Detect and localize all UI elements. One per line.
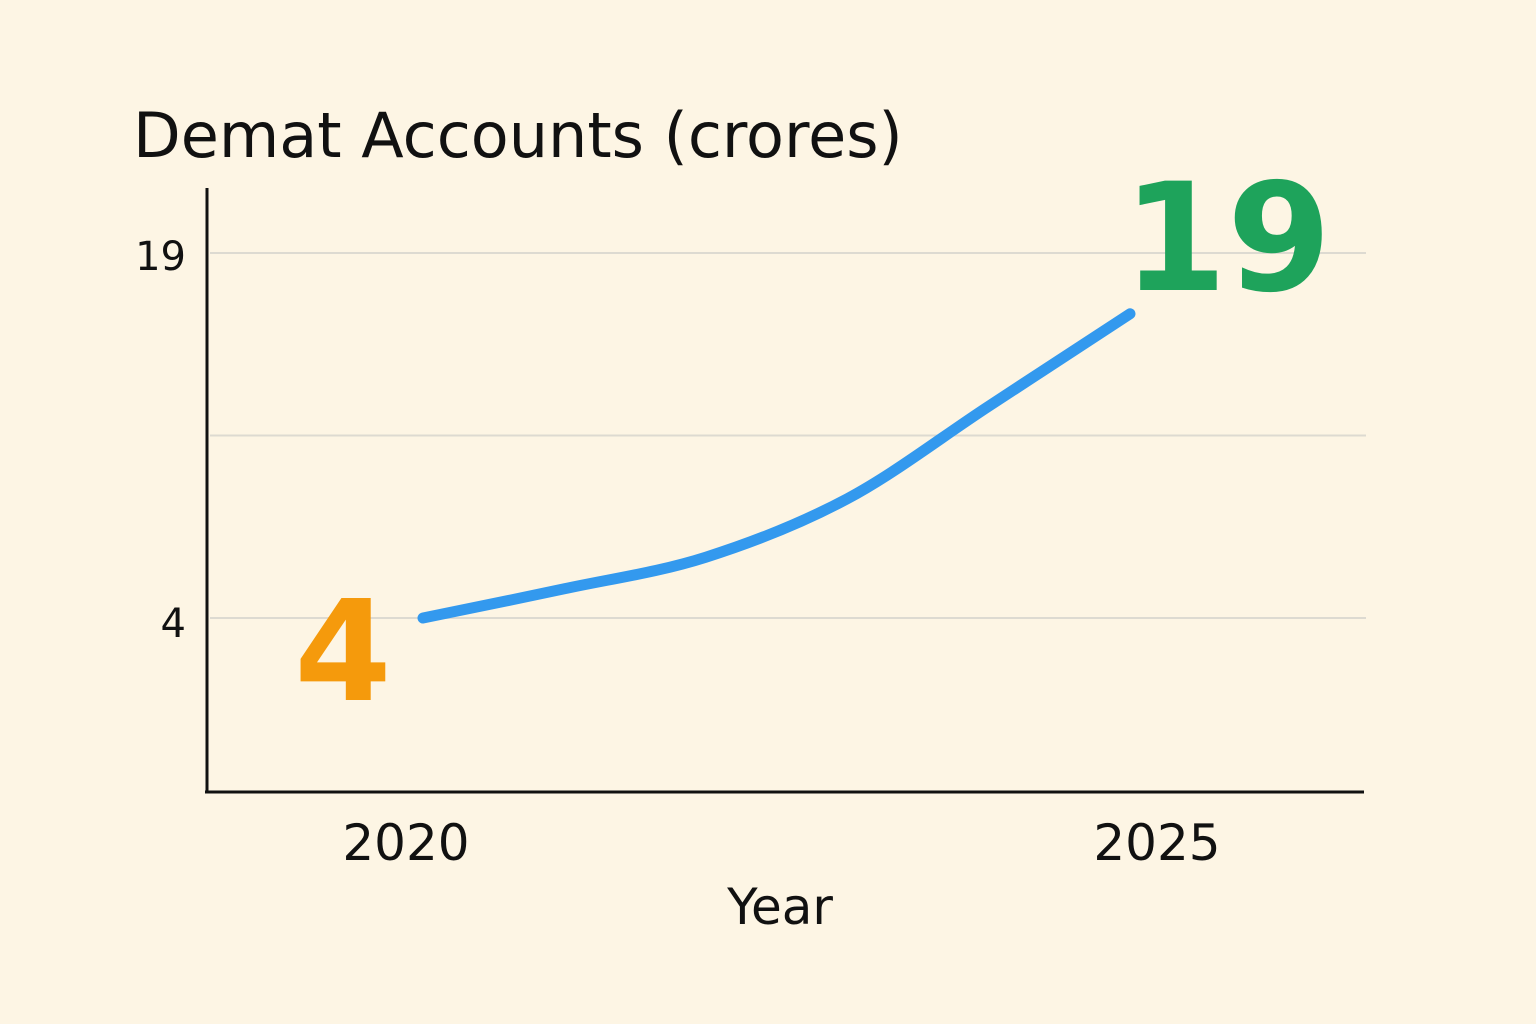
x-tick-label-2020: 2020 <box>342 814 469 872</box>
y-tick-label-4: 4 <box>161 601 186 647</box>
callout-value-19: 19 <box>1123 152 1332 326</box>
series-layer <box>417 308 1136 624</box>
y-tick-label-19: 19 <box>135 234 186 280</box>
chart-text: Demat Accounts (crores) 19 4 2020 2025 Y… <box>133 99 1221 936</box>
series-line-0 <box>417 308 1136 624</box>
x-axis-label: Year <box>726 878 833 936</box>
callout-value-4: 4 <box>294 571 391 734</box>
value-callouts: 4 19 <box>294 152 1331 734</box>
chart-title: Demat Accounts (crores) <box>133 99 903 172</box>
axes <box>205 188 1364 794</box>
gridlines <box>210 252 1366 619</box>
x-tick-label-2025: 2025 <box>1093 814 1220 872</box>
